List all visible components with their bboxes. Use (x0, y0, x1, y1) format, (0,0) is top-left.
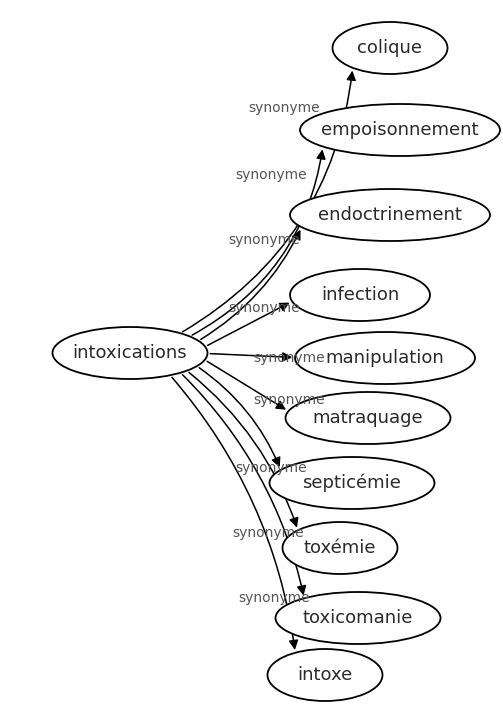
Text: synonyme: synonyme (238, 591, 310, 605)
Ellipse shape (52, 327, 208, 379)
Text: synonyme: synonyme (228, 233, 300, 247)
Ellipse shape (332, 22, 448, 74)
Text: synonyme: synonyme (232, 526, 304, 540)
Text: matraquage: matraquage (313, 409, 424, 427)
Ellipse shape (270, 457, 435, 509)
Text: synonyme: synonyme (228, 301, 300, 315)
Ellipse shape (300, 104, 500, 156)
Text: toxémie: toxémie (304, 539, 376, 557)
Text: endoctrinement: endoctrinement (318, 206, 462, 224)
Ellipse shape (268, 649, 382, 701)
Text: toxicomanie: toxicomanie (303, 609, 413, 627)
Text: synonyme: synonyme (253, 393, 324, 407)
Ellipse shape (290, 269, 430, 321)
Ellipse shape (283, 522, 397, 574)
Text: septicémie: septicémie (303, 474, 401, 492)
Text: manipulation: manipulation (325, 349, 444, 367)
Text: synonyme: synonyme (248, 101, 319, 115)
Ellipse shape (290, 189, 490, 241)
Text: synonyme: synonyme (235, 461, 307, 475)
Text: synonyme: synonyme (253, 351, 324, 365)
Ellipse shape (295, 332, 475, 384)
Text: synonyme: synonyme (235, 168, 307, 182)
Text: empoisonnement: empoisonnement (321, 121, 479, 139)
Text: intoxications: intoxications (73, 344, 187, 362)
Text: colique: colique (358, 39, 423, 57)
Ellipse shape (286, 392, 451, 444)
Ellipse shape (276, 592, 441, 644)
Text: intoxe: intoxe (297, 666, 353, 684)
Text: infection: infection (321, 286, 399, 304)
